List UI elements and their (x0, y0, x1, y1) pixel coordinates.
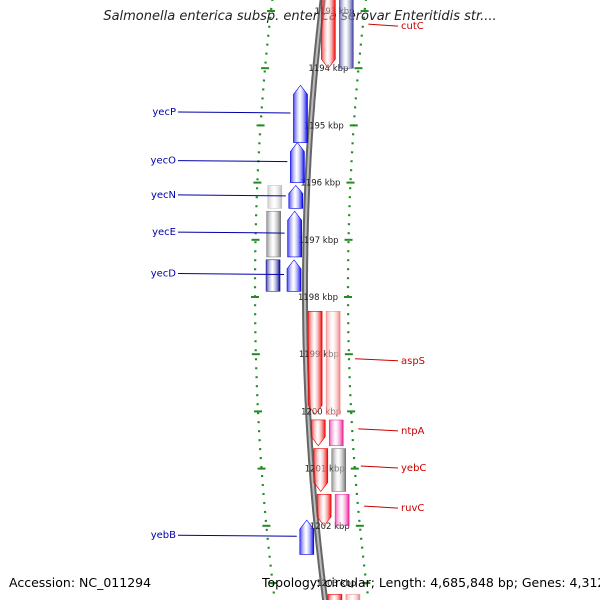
ruvC-leader (364, 505, 399, 509)
ruvC-label: ruvC (401, 503, 424, 514)
gene-arrow (327, 594, 343, 600)
ruler-label-2: 1195 kbp (304, 121, 344, 131)
yecD-label: yecD (151, 269, 177, 280)
cds-box-1 (267, 185, 283, 209)
yecO-arrow (290, 142, 305, 183)
yecN-label: yecN (151, 190, 176, 201)
ruler-label-3: 1196 kbp (300, 179, 340, 189)
yecN-arrow (288, 185, 304, 209)
yebC-label: yebC (401, 463, 426, 474)
ntpA-leader (358, 428, 399, 432)
ntpA-arrow (310, 419, 326, 447)
yecE-leader (177, 231, 285, 234)
ruler-label-10: 1203 kbp (316, 579, 356, 589)
yecP-label: yecP (152, 107, 176, 118)
yecE-label: yecE (152, 227, 176, 238)
outer-dotted-ring (346, 0, 370, 600)
ruler-label-7: 1200 kbp (301, 407, 341, 417)
yecD-arrow (286, 259, 302, 292)
cds-box-0 (339, 0, 354, 69)
cds-box-2 (266, 210, 281, 258)
cds-box-7 (334, 494, 350, 527)
yecE-arrow (287, 210, 302, 258)
yebC-arrow (313, 448, 329, 492)
cutC-arrow (321, 0, 336, 69)
cds-box-8 (345, 594, 361, 600)
backbone-highlight (304, 0, 327, 600)
ruler-label-1: 1194 kbp (308, 64, 348, 74)
yebC-leader (360, 465, 399, 469)
ruler-label-9: 1202 kbp (310, 522, 350, 532)
yecO-leader (177, 160, 288, 163)
cutC-label: cutC (401, 21, 424, 32)
cutC-leader (368, 23, 399, 27)
cds-box-3 (265, 259, 281, 292)
yecO-label: yecO (151, 156, 177, 167)
yecP-arrow (293, 84, 308, 143)
accession-label: Accession: NC_011294 (9, 575, 152, 590)
yebB-arrow (299, 519, 315, 555)
aspS-label: aspS (401, 356, 425, 367)
yecD-leader (177, 273, 285, 276)
aspS-arrow (307, 310, 323, 415)
cds-box-6 (331, 448, 347, 492)
yebB-label: yebB (151, 530, 176, 541)
map-title: Salmonella enterica subsp. enterica sero… (103, 9, 497, 24)
ruvC-arrow (316, 494, 332, 527)
inner-dotted-ring (253, 0, 276, 600)
yebB-leader (177, 534, 297, 537)
cds-box-5 (329, 419, 344, 446)
aspS-leader (355, 358, 399, 362)
topology-label: Topology: circular; Length: 4,685,848 bp… (262, 575, 600, 590)
ntpA-label: ntpA (401, 426, 425, 437)
yecP-leader (177, 111, 291, 114)
ruler-label-4: 1197 kbp (298, 236, 338, 246)
cds-box-4 (325, 311, 341, 415)
yecN-leader (177, 194, 286, 197)
ruler-label-5: 1198 kbp (298, 293, 338, 303)
